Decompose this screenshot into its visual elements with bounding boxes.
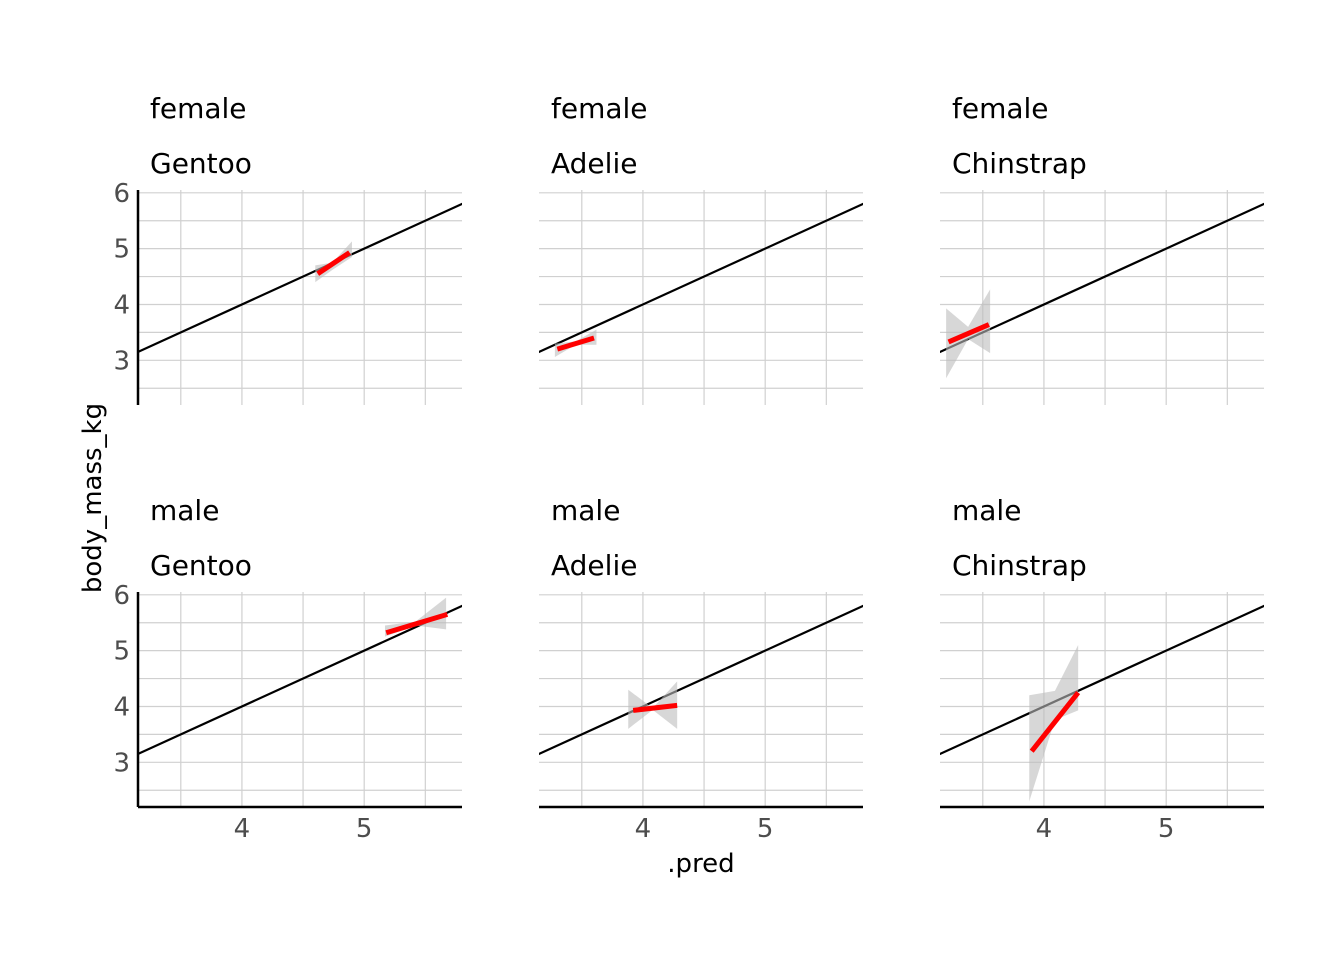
- confidence-ribbon: [628, 681, 678, 729]
- x-tick-label: 5: [356, 814, 373, 844]
- reference-line: [940, 202, 1264, 354]
- y-tick-label: 4: [113, 290, 130, 320]
- strip-label-species: Adelie: [551, 549, 637, 582]
- panels-layer: female Gentoo 3 4 5 6 female Adelie female Chinst…: [113, 92, 1264, 844]
- strip-label-sex: male: [952, 494, 1021, 527]
- strip-label-species: Gentoo: [150, 147, 252, 180]
- panel-male-adelie: male Adelie 4 5: [539, 494, 863, 844]
- y-tick-label: 6: [113, 179, 130, 209]
- panel-plot-area: [138, 202, 462, 354]
- panel-plot-area: [940, 202, 1264, 379]
- y-tick-label: 5: [113, 637, 130, 667]
- strip-label-species: Chinstrap: [952, 549, 1087, 582]
- reference-line: [539, 202, 863, 354]
- reference-line: [539, 604, 863, 756]
- fit-line: [947, 322, 990, 345]
- strip-label-species: Chinstrap: [952, 147, 1087, 180]
- strip-label-sex: female: [952, 92, 1049, 125]
- x-tick-label: 4: [234, 814, 251, 844]
- panel-male-chinstrap: male Chinstrap 4 5: [940, 494, 1264, 844]
- y-tick-label: 3: [113, 748, 130, 778]
- panel-female-gentoo: female Gentoo 3 4 5 6: [113, 92, 462, 405]
- x-tick-label: 5: [1158, 814, 1175, 844]
- fit-line: [385, 611, 449, 636]
- panel-plot-area: [138, 597, 462, 756]
- strip-label-sex: male: [150, 494, 219, 527]
- strip-label-species: Adelie: [551, 147, 637, 180]
- x-tick-label: 5: [757, 814, 774, 844]
- x-tick-label: 4: [635, 814, 652, 844]
- reference-line: [138, 604, 462, 756]
- fit-line: [316, 250, 351, 276]
- y-tick-label: 4: [113, 692, 130, 722]
- panel-female-chinstrap: female Chinstrap: [940, 92, 1264, 405]
- y-tick-label: 5: [113, 235, 130, 265]
- strip-label-sex: male: [551, 494, 620, 527]
- panel-male-gentoo: male Gentoo 3 4 5 6 4 5: [113, 494, 462, 844]
- x-axis-title: .pred: [667, 849, 734, 879]
- reference-line: [138, 202, 462, 354]
- strip-label-sex: female: [551, 92, 648, 125]
- reference-line: [940, 604, 1264, 756]
- panel-plot-area: [940, 604, 1264, 802]
- fit-line: [1029, 690, 1081, 753]
- strip-label-sex: female: [150, 92, 247, 125]
- fit-line: [556, 335, 595, 352]
- y-tick-label: 6: [113, 581, 130, 611]
- panel-female-adelie: female Adelie: [539, 92, 863, 405]
- fit-line: [632, 702, 678, 713]
- panel-plot-area: [539, 202, 863, 357]
- strip-label-species: Gentoo: [150, 549, 252, 582]
- panel-plot-area: [539, 604, 863, 756]
- y-tick-label: 3: [113, 346, 130, 376]
- y-axis-title: body_mass_kg: [78, 403, 108, 593]
- x-tick-label: 4: [1036, 814, 1053, 844]
